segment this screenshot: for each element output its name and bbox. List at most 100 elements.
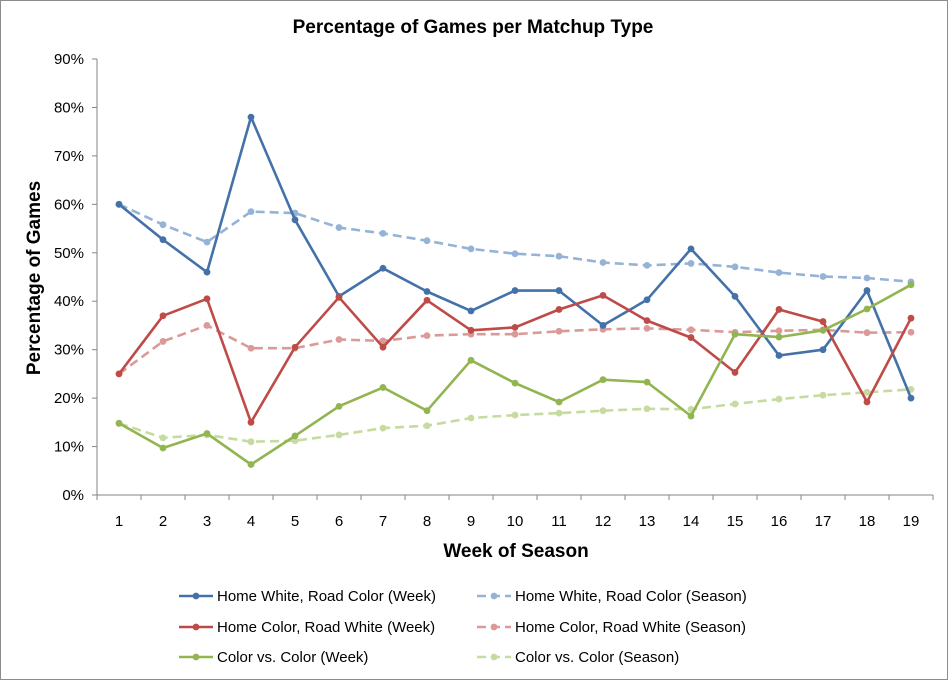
- legend-entry: Home Color, Road White (Season): [477, 619, 746, 636]
- data-point: [159, 236, 167, 244]
- x-tick-label: 10: [507, 513, 524, 530]
- x-axis-title: Week of Season: [443, 541, 588, 562]
- legend-entry: Home White, Road Color (Season): [477, 588, 747, 605]
- data-point: [247, 418, 255, 426]
- x-tick-label: 14: [683, 513, 700, 530]
- data-point: [511, 379, 519, 387]
- legend-marker: [490, 653, 498, 661]
- data-point: [775, 306, 783, 313]
- data-point: [203, 430, 211, 437]
- x-tick-label: 16: [771, 513, 788, 530]
- x-tick-label: 18: [859, 513, 876, 530]
- data-point: [511, 323, 519, 331]
- y-tick-label: 90%: [54, 51, 84, 68]
- data-point: [863, 398, 871, 406]
- legend-entry: Home White, Road Color (Week): [179, 588, 436, 605]
- data-point: [423, 237, 431, 245]
- data-point: [379, 337, 387, 345]
- data-point: [863, 305, 871, 313]
- data-point: [467, 245, 475, 253]
- y-tick-label: 60%: [54, 196, 84, 213]
- data-point: [335, 402, 343, 410]
- data-point: [555, 287, 563, 294]
- data-point: [643, 324, 651, 332]
- data-point: [423, 422, 431, 430]
- data-point: [159, 338, 167, 345]
- data-point: [643, 296, 651, 304]
- data-point: [467, 326, 475, 334]
- y-tick-label: 30%: [54, 342, 84, 359]
- data-point: [247, 438, 255, 446]
- series-5: [115, 385, 915, 446]
- data-point: [379, 384, 387, 391]
- data-point: [203, 268, 211, 276]
- y-axis-title: Percentage of Games: [24, 181, 45, 375]
- data-point: [467, 356, 475, 364]
- data-point: [203, 295, 211, 303]
- axes: 0%10%20%30%40%50%60%70%80%90%1 2 3 4 5 6 7 8 9 10…: [54, 51, 934, 530]
- data-point: [731, 400, 739, 408]
- x-tick-label: 8: [423, 513, 431, 530]
- data-point: [555, 306, 563, 313]
- series-layer: [115, 113, 915, 468]
- x-tick-label: 3: [203, 513, 211, 530]
- series-1: [115, 200, 915, 286]
- data-point: [335, 431, 343, 439]
- data-point: [687, 260, 695, 267]
- legend-entry: Color vs. Color (Season): [477, 649, 679, 666]
- series-line: [117, 294, 913, 424]
- data-point: [291, 216, 299, 224]
- legend-entry: Color vs. Color (Week): [179, 649, 368, 666]
- data-point: [247, 208, 255, 216]
- legend-marker: [490, 592, 498, 600]
- data-point: [687, 326, 695, 334]
- data-point: [643, 261, 651, 269]
- data-point: [687, 412, 695, 420]
- data-point: [203, 238, 211, 246]
- series-line: [118, 283, 912, 466]
- data-point: [907, 394, 915, 402]
- data-point: [555, 409, 563, 417]
- data-point: [907, 314, 915, 322]
- series-line: [118, 115, 913, 399]
- y-tick-label: 10%: [54, 439, 84, 456]
- data-point: [819, 391, 827, 399]
- data-point: [247, 461, 255, 468]
- x-tick-label: 17: [815, 513, 832, 530]
- series-line: [118, 203, 912, 284]
- data-point: [423, 407, 431, 415]
- data-point: [555, 398, 563, 406]
- legend-label: Home Color, Road White (Week): [217, 619, 435, 636]
- data-point: [159, 312, 167, 320]
- data-point: [511, 411, 519, 419]
- data-point: [467, 414, 475, 422]
- data-point: [555, 327, 563, 335]
- legend-label: Home White, Road Color (Season): [515, 588, 747, 605]
- data-point: [687, 245, 695, 253]
- data-point: [643, 378, 651, 386]
- data-point: [511, 250, 519, 258]
- data-point: [159, 221, 167, 229]
- legend-entry: Home Color, Road White (Week): [179, 619, 435, 636]
- x-tick-label: 7: [379, 513, 387, 530]
- data-point: [907, 328, 915, 336]
- data-point: [291, 343, 299, 351]
- data-point: [687, 334, 695, 341]
- data-point: [775, 395, 783, 403]
- data-point: [379, 343, 387, 351]
- data-point: [291, 437, 299, 445]
- data-point: [863, 329, 871, 337]
- data-point: [555, 252, 563, 260]
- legend-marker: [192, 653, 200, 661]
- legend-marker: [192, 623, 200, 631]
- data-point: [599, 322, 607, 329]
- data-point: [467, 307, 475, 315]
- data-point: [731, 263, 739, 271]
- data-point: [643, 405, 651, 413]
- data-point: [731, 292, 739, 300]
- data-point: [115, 370, 123, 378]
- data-point: [863, 274, 871, 282]
- legend-label: Color vs. Color (Week): [217, 649, 368, 666]
- data-point: [247, 113, 255, 121]
